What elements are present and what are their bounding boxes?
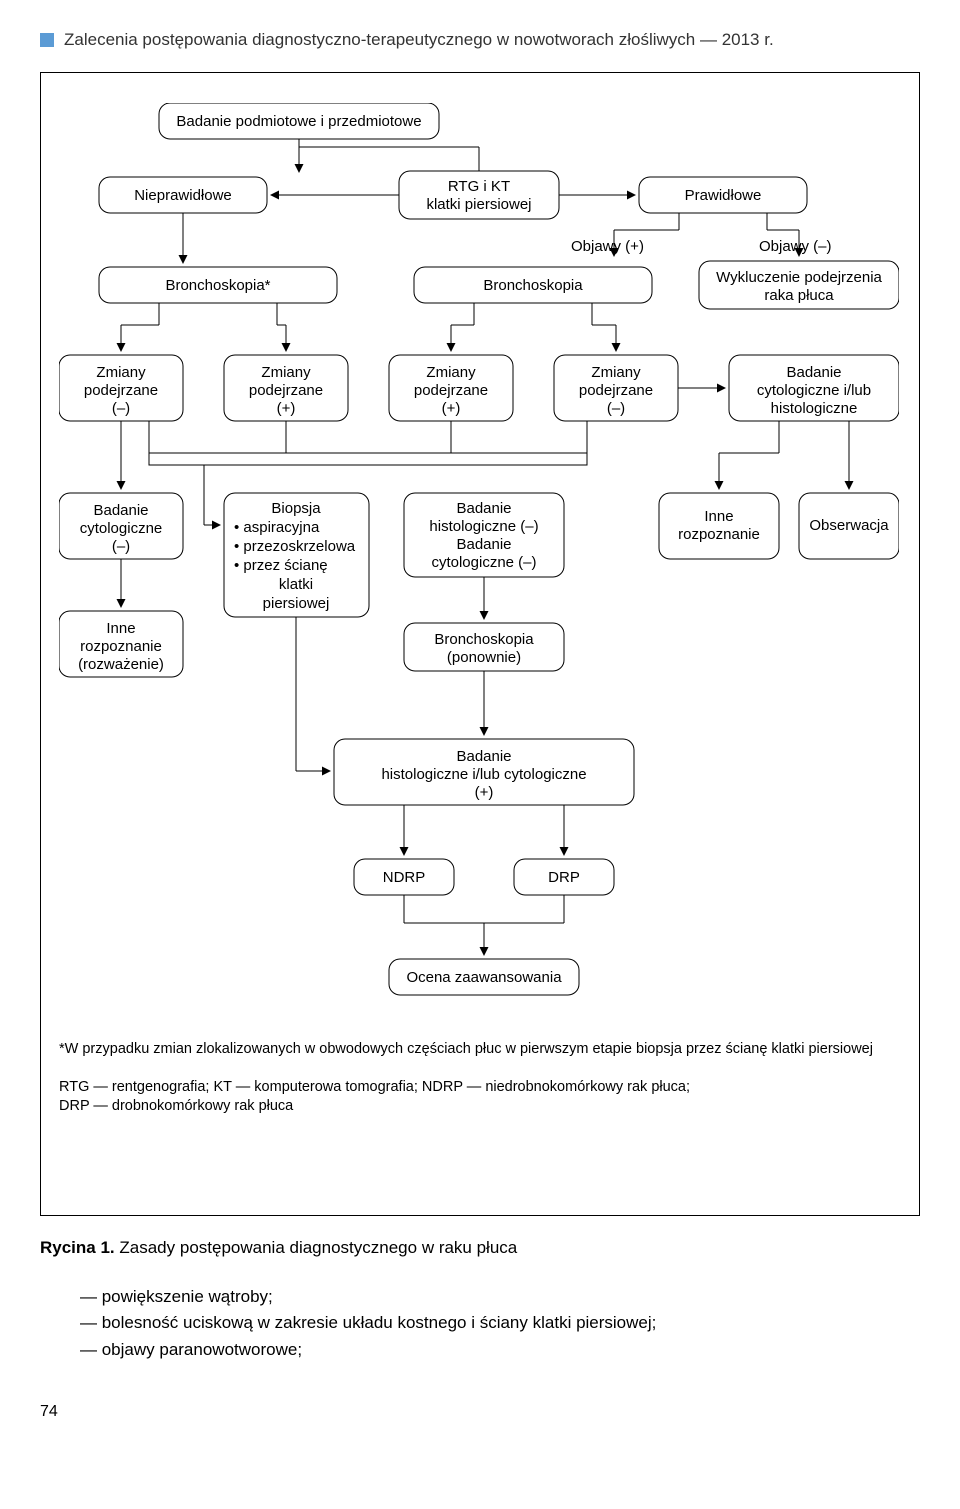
node-badanie-hist-cyt-plus: Badanie histologiczne i/lub cytologiczne… (334, 739, 634, 805)
svg-text:Badanie: Badanie (456, 536, 511, 553)
node-badanie-podmiotowe: Badanie podmiotowe i przedmiotowe (159, 103, 439, 139)
node-text: Bronchoskopia* (165, 277, 270, 294)
node-rtg-kt: RTG i KT klatki piersiowej (399, 171, 559, 219)
svg-text:rozpoznanie: rozpoznanie (678, 526, 760, 543)
svg-text:Badanie: Badanie (456, 748, 511, 765)
svg-text:Biopsja: Biopsja (271, 500, 321, 517)
node-prawidlowe: Prawidłowe (639, 177, 807, 213)
node-drp: DRP (514, 859, 614, 895)
node-biopsja: Biopsja • aspiracyjna • przezoskrzelowa … (224, 493, 369, 617)
svg-text:podejrzane: podejrzane (84, 382, 158, 399)
svg-text:NDRP: NDRP (383, 869, 426, 886)
node-text: Prawidłowe (685, 187, 762, 204)
figure-caption: Rycina 1. Zasady postępowania diagnostyc… (40, 1238, 920, 1258)
svg-text:(rozważenie): (rozważenie) (78, 656, 164, 673)
footnote-line: DRP — drobnokomórkowy rak płuca (59, 1098, 294, 1114)
svg-text:• aspiracyjna: • aspiracyjna (234, 519, 320, 536)
svg-text:Bronchoskopia: Bronchoskopia (434, 631, 534, 648)
svg-text:Zmiany: Zmiany (96, 364, 146, 381)
label-objawy-minus: Objawy (–) (759, 238, 832, 255)
node-inne-rozpoznanie: Inne rozpoznanie (659, 493, 779, 559)
svg-text:• przez ścianę: • przez ścianę (234, 557, 328, 574)
header-square-icon (40, 33, 54, 47)
node-text: RTG i KT (448, 178, 510, 195)
svg-text:• przezoskrzelowa: • przezoskrzelowa (234, 538, 356, 555)
svg-text:histologiczne i/lub cytologicz: histologiczne i/lub cytologiczne (381, 766, 586, 783)
caption-text: Zasady postępowania diagnostycznego w ra… (119, 1238, 517, 1257)
node-text: raka płuca (764, 287, 834, 304)
svg-text:podejrzane: podejrzane (414, 382, 488, 399)
footnote-line: RTG — rentgenografia; KT — komputerowa t… (59, 1079, 690, 1095)
node-bronchoskopia-ponownie: Bronchoskopia (ponownie) (404, 623, 564, 671)
svg-text:histologiczne (–): histologiczne (–) (429, 518, 538, 535)
node-ocena: Ocena zaawansowania (389, 959, 579, 995)
svg-text:histologiczne: histologiczne (771, 400, 858, 417)
svg-text:podejrzane: podejrzane (249, 382, 323, 399)
svg-text:Zmiany: Zmiany (261, 364, 311, 381)
bullet-list: — powiększenie wątroby; — bolesność ucis… (40, 1284, 920, 1363)
node-bronchoskopia: Bronchoskopia (414, 267, 652, 303)
svg-text:Ocena zaawansowania: Ocena zaawansowania (406, 969, 562, 986)
svg-text:Inne: Inne (704, 508, 733, 525)
node-nieprawidlowe: Nieprawidłowe (99, 177, 267, 213)
svg-text:Zmiany: Zmiany (426, 364, 476, 381)
svg-text:(–): (–) (112, 400, 130, 417)
svg-text:cytologiczne i/lub: cytologiczne i/lub (757, 382, 871, 399)
svg-text:Badanie: Badanie (93, 502, 148, 519)
node-zmiany-minus-1: Zmiany podejrzane (–) (59, 355, 183, 421)
svg-text:Obserwacja: Obserwacja (809, 517, 889, 534)
page-number: 74 (40, 1403, 920, 1421)
node-badanie-cyt-minus: Badanie cytologiczne (–) (59, 493, 183, 559)
node-inne-rozwazenie: Inne rozpoznanie (rozważenie) (59, 611, 183, 677)
node-bronchoskopia-star: Bronchoskopia* (99, 267, 337, 303)
svg-text:(+): (+) (442, 400, 461, 417)
svg-text:(+): (+) (475, 784, 494, 801)
bullet-item: — bolesność uciskową w zakresie układu k… (80, 1310, 920, 1336)
node-text: Bronchoskopia (483, 277, 583, 294)
node-obserwacja: Obserwacja (799, 493, 899, 559)
svg-text:piersiowej: piersiowej (263, 595, 330, 612)
node-wykluczenie: Wykluczenie podejrzenia raka płuca (699, 261, 899, 309)
svg-text:rozpoznanie: rozpoznanie (80, 638, 162, 655)
footnote-line: *W przypadku zmian zlokalizowanych w obw… (59, 1041, 873, 1057)
svg-text:Badanie: Badanie (786, 364, 841, 381)
label-objawy-plus: Objawy (+) (571, 238, 644, 255)
svg-text:Zmiany: Zmiany (591, 364, 641, 381)
diagram-frame: Badanie podmiotowe i przedmiotowe Niepra… (40, 72, 920, 1216)
node-zmiany-plus-1: Zmiany podejrzane (+) (224, 355, 348, 421)
bullet-item: — objawy paranowotworowe; (80, 1337, 920, 1363)
node-zmiany-minus-2: Zmiany podejrzane (–) (554, 355, 678, 421)
flowchart-svg: Badanie podmiotowe i przedmiotowe Niepra… (59, 103, 899, 1193)
node-text: Badanie podmiotowe i przedmiotowe (176, 113, 421, 130)
svg-text:klatki: klatki (279, 576, 313, 593)
node-zmiany-plus-2: Zmiany podejrzane (+) (389, 355, 513, 421)
node-badanie-cyt-hist: Badanie cytologiczne i/lub histologiczne (729, 355, 899, 421)
svg-text:Badanie: Badanie (456, 500, 511, 517)
page-header: Zalecenia postępowania diagnostyczno-ter… (40, 30, 920, 50)
node-badanie-hist-cyt-minus: Badanie histologiczne (–) Badanie cytolo… (404, 493, 564, 577)
caption-label: Rycina 1. (40, 1238, 115, 1257)
node-text: klatki piersiowej (426, 196, 531, 213)
svg-text:Inne: Inne (106, 620, 135, 637)
svg-text:cytologiczne (–): cytologiczne (–) (431, 554, 536, 571)
node-ndrp: NDRP (354, 859, 454, 895)
page-title: Zalecenia postępowania diagnostyczno-ter… (64, 30, 774, 50)
node-text: Wykluczenie podejrzenia (716, 269, 882, 286)
svg-text:podejrzane: podejrzane (579, 382, 653, 399)
svg-text:(–): (–) (607, 400, 625, 417)
svg-text:(ponownie): (ponownie) (447, 649, 521, 666)
svg-text:DRP: DRP (548, 869, 580, 886)
node-text: Nieprawidłowe (134, 187, 232, 204)
bullet-item: — powiększenie wątroby; (80, 1284, 920, 1310)
svg-text:(–): (–) (112, 538, 130, 555)
svg-text:(+): (+) (277, 400, 296, 417)
svg-text:cytologiczne: cytologiczne (80, 520, 163, 537)
